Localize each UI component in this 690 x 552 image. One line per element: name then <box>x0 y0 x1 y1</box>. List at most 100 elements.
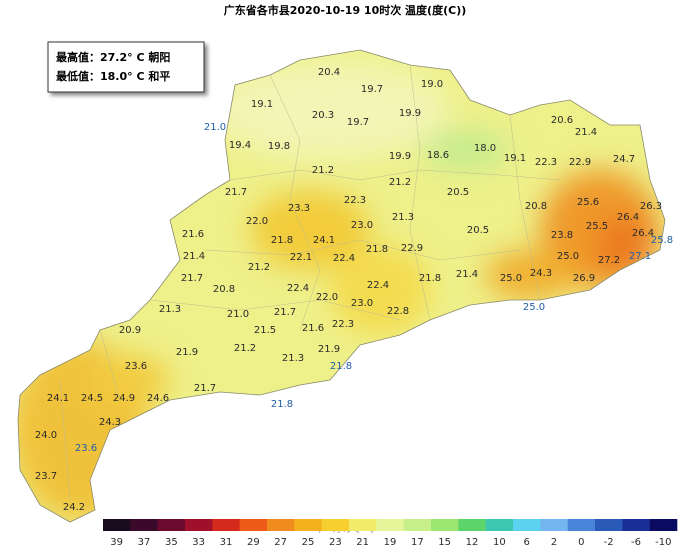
temperature-label: 25.5 <box>586 221 608 232</box>
temperature-label: 19.1 <box>504 153 526 164</box>
temperature-label: 21.8 <box>271 399 293 410</box>
temperature-label: 25.0 <box>557 251 579 262</box>
temperature-label: 24.2 <box>63 502 85 513</box>
temperature-label: 22.9 <box>401 243 423 254</box>
legend-swatch <box>622 519 650 531</box>
legend-swatch <box>212 519 240 531</box>
temperature-label: 21.8 <box>419 273 441 284</box>
temperature-label: 21.3 <box>282 353 304 364</box>
temperature-label: 20.6 <box>551 115 573 126</box>
temperature-label: 21.4 <box>575 127 597 138</box>
legend-label: 33 <box>192 537 205 548</box>
temperature-label: 19.7 <box>347 117 369 128</box>
temperature-label: 25.0 <box>523 302 545 313</box>
legend-swatch <box>485 519 514 531</box>
temperature-label: 21.5 <box>254 325 276 336</box>
temperature-label: 23.0 <box>351 220 373 231</box>
temperature-label: 22.4 <box>367 280 389 291</box>
legend-label: -6 <box>631 537 641 548</box>
temperature-label: 22.0 <box>246 216 268 227</box>
temperature-label: 26.3 <box>640 201 662 212</box>
legend-label: -2 <box>604 537 614 548</box>
temperature-label: 21.0 <box>227 309 249 320</box>
temperature-label: 20.8 <box>213 284 235 295</box>
legend-swatch <box>431 519 459 531</box>
temperature-label: 24.0 <box>35 430 57 441</box>
info-box <box>47 41 205 93</box>
temperature-label: 21.9 <box>176 347 198 358</box>
legend-swatch <box>649 519 678 531</box>
legend-label: 2 <box>551 537 557 548</box>
temperature-label: 21.2 <box>312 165 334 176</box>
legend-swatch <box>376 519 404 531</box>
temperature-label: 21.8 <box>271 235 293 246</box>
temperature-label: 23.8 <box>551 230 573 241</box>
legend-swatch <box>239 519 268 531</box>
legend-label: 39 <box>110 537 123 548</box>
temperature-label: 21.6 <box>302 323 324 334</box>
temperature-label: 21.7 <box>194 383 216 394</box>
temperature-label: 18.0 <box>474 143 496 154</box>
temperature-label: 21.2 <box>389 177 411 188</box>
temperature-label: 20.3 <box>312 110 334 121</box>
temperature-label: 19.7 <box>361 84 383 95</box>
temperature-label: 22.4 <box>333 253 355 264</box>
temperature-label: 24.1 <box>313 235 335 246</box>
temperature-label: 22.8 <box>387 306 409 317</box>
temperature-label: 22.1 <box>290 252 312 263</box>
title: 广东省各市县2020-10-19 10时次 温度(度(C)) <box>224 3 467 17</box>
temperature-label: 27.1 <box>629 251 651 262</box>
temperature-label: 22.9 <box>569 157 591 168</box>
temperature-label: 24.6 <box>147 393 169 404</box>
legend-swatch <box>130 519 158 531</box>
legend-label: 6 <box>523 537 529 548</box>
legend-swatch <box>294 519 322 531</box>
legend-label: 21 <box>356 537 369 548</box>
temperature-label: 26.4 <box>632 228 654 239</box>
temperature-label: 22.3 <box>332 319 354 330</box>
temperature-label: 24.1 <box>47 393 69 404</box>
temperature-label: 24.9 <box>113 393 135 404</box>
legend-label: 35 <box>165 537 178 548</box>
temperature-label: 19.0 <box>421 79 443 90</box>
legend-label: 15 <box>438 537 451 548</box>
temperature-label: 23.3 <box>288 203 310 214</box>
temperature-label: 23.6 <box>125 361 147 372</box>
legend-swatch <box>540 519 568 531</box>
temperature-label: 21.4 <box>183 251 205 262</box>
temperature-label: 18.6 <box>427 150 449 161</box>
temperature-label: 21.7 <box>181 273 203 284</box>
legend-label: 31 <box>220 537 233 548</box>
legend-label: -10 <box>655 537 671 548</box>
legend-swatch <box>403 519 432 531</box>
legend-label: 23 <box>329 537 342 548</box>
temperature-label: 21.3 <box>159 304 181 315</box>
temperature-label: 19.9 <box>389 151 411 162</box>
legend-label: 27 <box>274 537 287 548</box>
temperature-label: 21.7 <box>274 307 296 318</box>
temperature-label: 21.8 <box>366 244 388 255</box>
temperature-label: 19.1 <box>251 99 273 110</box>
temperature-label: 23.6 <box>75 443 97 454</box>
legend-label: 0 <box>578 537 584 548</box>
temperature-label: 21.4 <box>456 269 478 280</box>
temperature-label: 19.4 <box>229 140 251 151</box>
temperature-label: 20.8 <box>525 201 547 212</box>
temperature-label: 26.4 <box>617 212 639 223</box>
temperature-label: 22.4 <box>287 283 309 294</box>
legend-label: 29 <box>247 537 260 548</box>
temperature-label: 21.3 <box>392 212 414 223</box>
temperature-label: 21.2 <box>248 262 270 273</box>
legend-swatch <box>349 519 377 531</box>
temperature-label: 22.0 <box>316 292 338 303</box>
legend-label: 17 <box>411 537 424 548</box>
legend-label: 37 <box>138 537 151 548</box>
temperature-label: 19.8 <box>268 141 290 152</box>
legend-swatch <box>595 519 623 531</box>
legend-swatch <box>103 519 131 531</box>
temperature-label: 21.0 <box>204 122 226 133</box>
temperature-label: 23.7 <box>35 471 57 482</box>
temperature-label: 21.8 <box>330 361 352 372</box>
